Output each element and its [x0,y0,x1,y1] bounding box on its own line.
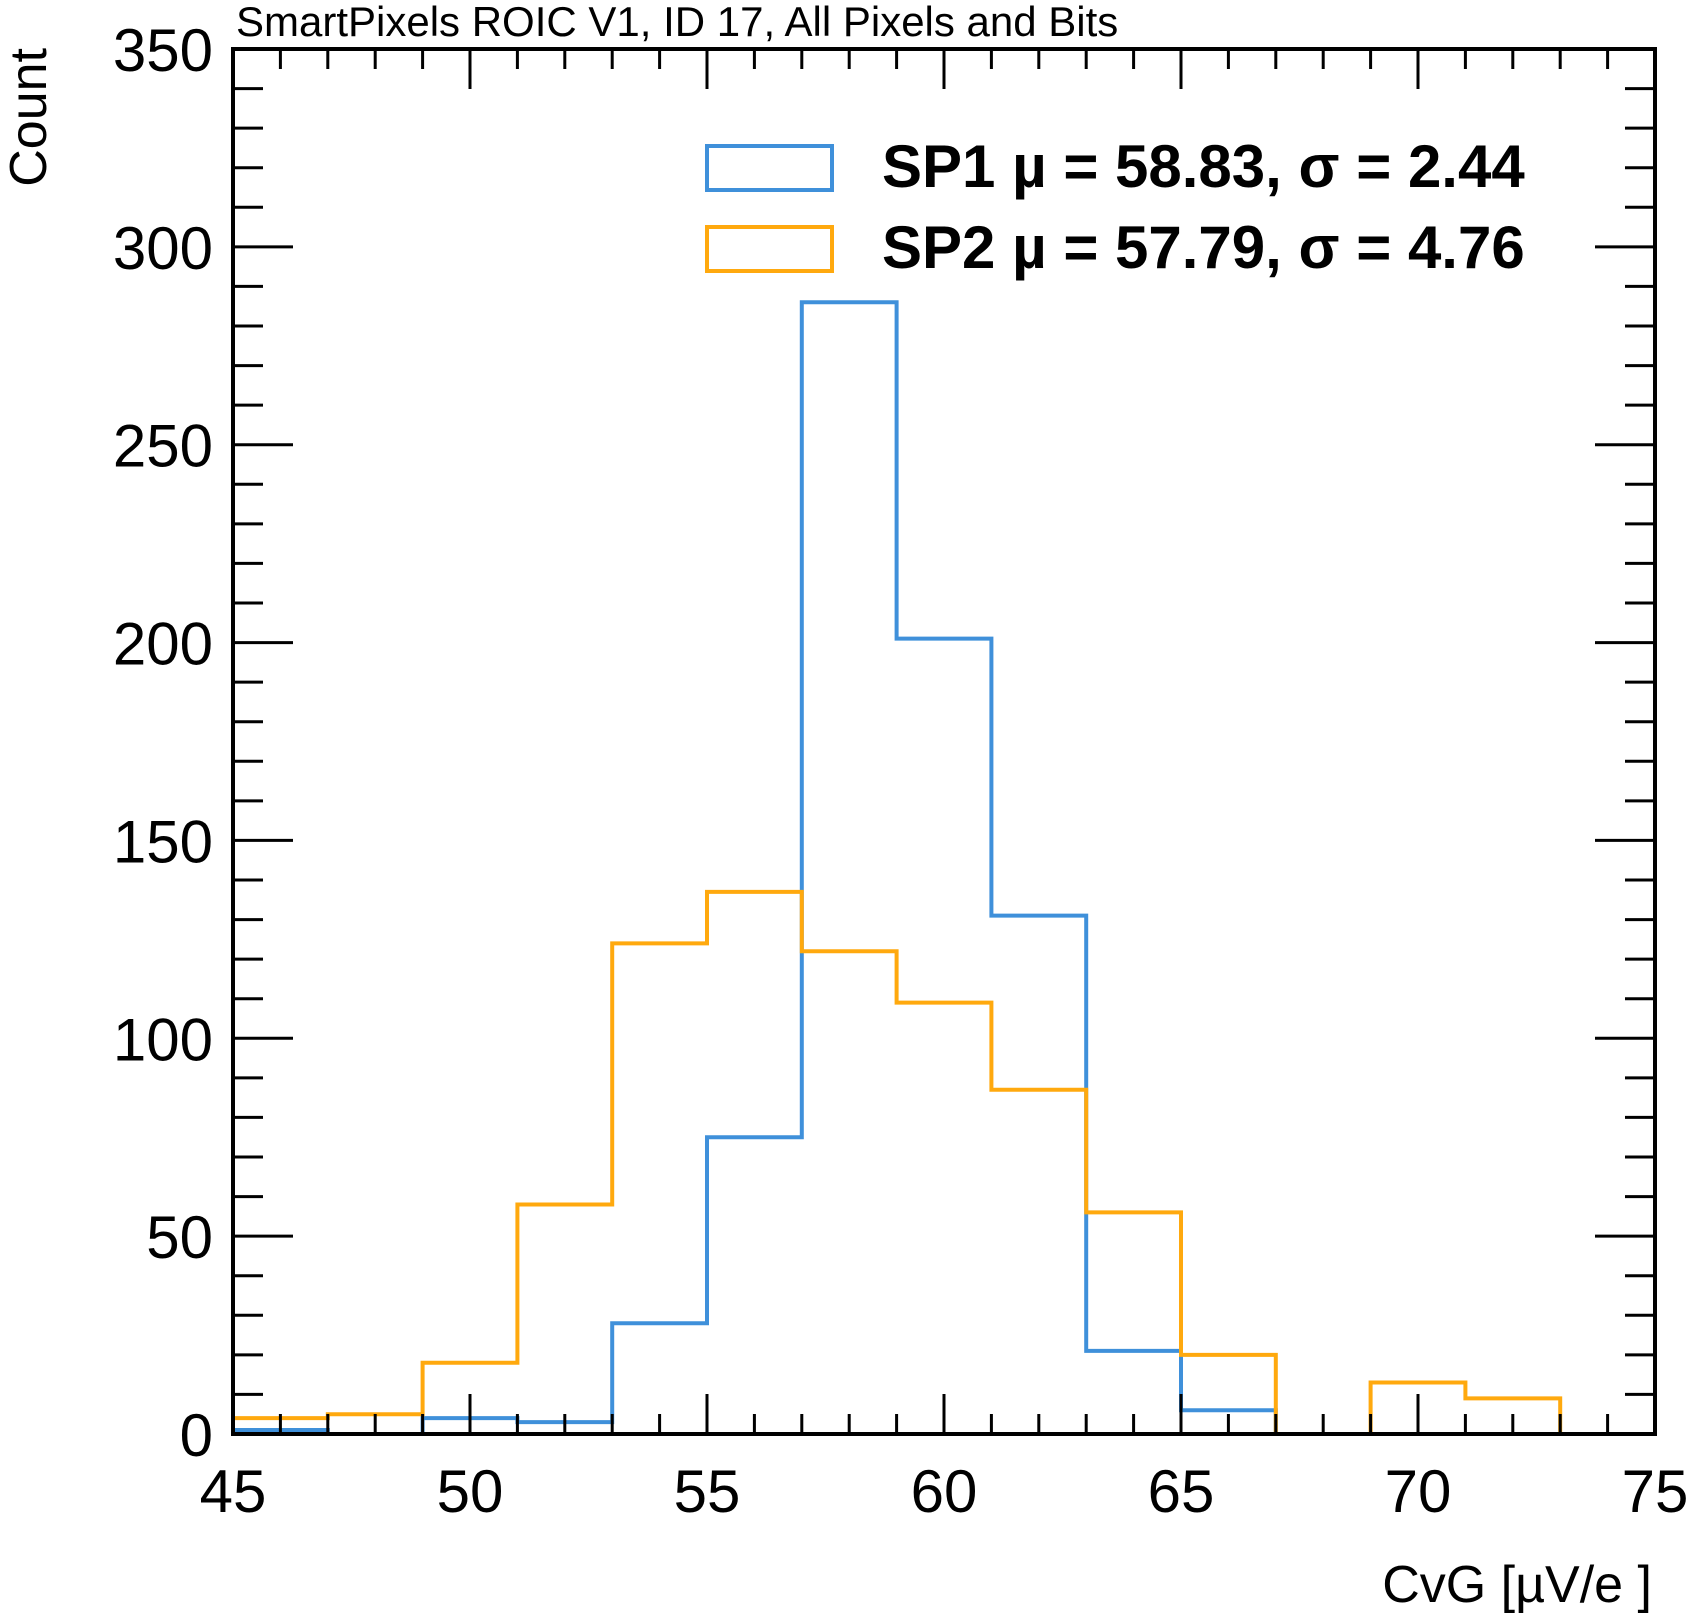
x-tick-label: 65 [1148,1458,1215,1525]
series-2-bin [802,951,897,1434]
x-tick-label: 50 [437,1458,504,1525]
x-tick-label: 45 [200,1458,267,1525]
x-tick-label: 70 [1385,1458,1452,1525]
legend-label-series-1: SP1 µ = 58.83, σ = 2.44 [882,133,1525,200]
y-tick-label: 50 [146,1204,213,1271]
y-tick-label: 350 [113,17,213,84]
series-2-bin [517,1204,612,1434]
series-2-bin [612,943,707,1434]
series-2-bin [991,1090,1086,1434]
legend-swatch-series-1 [705,144,834,192]
series-2-bin [897,1003,992,1434]
y-tick-label: 150 [113,808,213,875]
legend-label-series-2: SP2 µ = 57.79, σ = 4.76 [882,214,1525,281]
x-tick-label: 75 [1622,1458,1689,1525]
series-2-bin [1086,1212,1181,1434]
y-tick-label: 300 [113,215,213,282]
legend-swatch-series-2 [705,225,834,273]
x-tick-label: 60 [911,1458,978,1525]
chart-title: SmartPixels ROIC V1, ID 17, All Pixels a… [236,0,1118,45]
x-tick-label: 55 [674,1458,741,1525]
x-axis-title: CvG [µV/e ] [1382,1556,1652,1614]
y-tick-label: 200 [113,611,213,678]
y-axis-title: Count [0,47,58,186]
y-tick-label: 0 [180,1402,213,1469]
series-2-bin [707,892,802,1434]
y-tick-label: 100 [113,1006,213,1073]
y-tick-label: 250 [113,413,213,480]
